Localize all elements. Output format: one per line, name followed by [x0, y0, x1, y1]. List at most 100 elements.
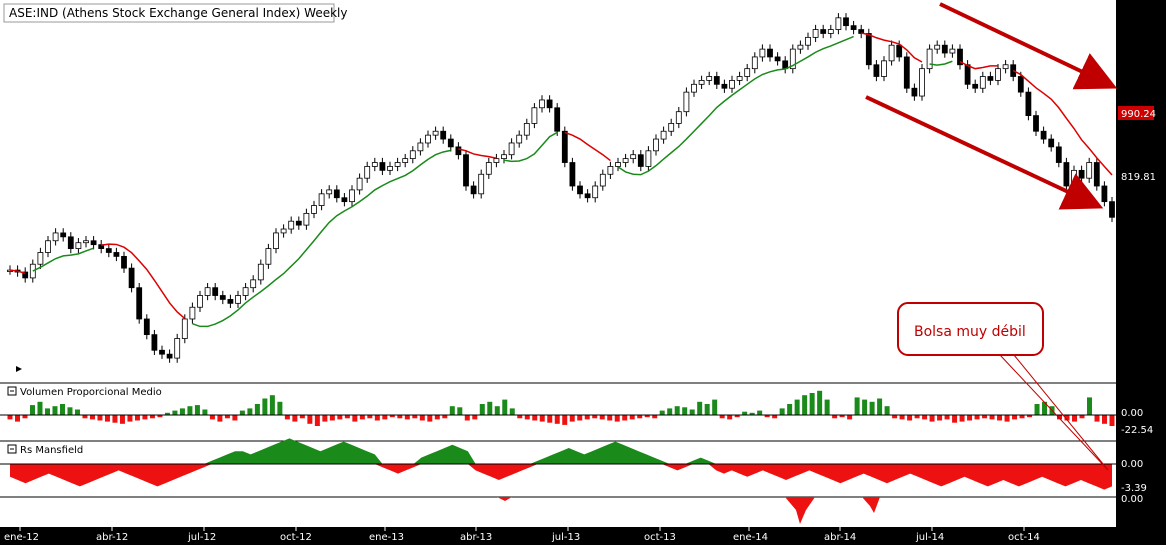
- candle-body: [797, 44, 804, 50]
- candle-body: [561, 130, 568, 163]
- candle-body: [159, 349, 165, 355]
- volume-bar: [202, 409, 208, 415]
- volume-bar: [389, 415, 395, 418]
- candle-body: [873, 64, 880, 77]
- candle-body: [181, 318, 188, 339]
- volume-bar: [1087, 397, 1093, 415]
- volume-bar: [382, 415, 388, 420]
- volume-bar: [89, 415, 95, 420]
- candle-body: [455, 146, 462, 156]
- candle-body: [1055, 146, 1062, 163]
- volume-bar: [547, 415, 553, 423]
- x-tick-label: jul-14: [915, 532, 944, 543]
- volume-bar: [952, 415, 958, 423]
- annotation-callout: [897, 302, 1044, 356]
- candle-body: [83, 240, 89, 244]
- x-tick-label: ene-14: [733, 532, 768, 543]
- volume-bar: [1072, 415, 1078, 422]
- candle-body: [729, 80, 735, 89]
- candle-body: [805, 36, 811, 46]
- candle-body: [470, 185, 477, 195]
- candle-body: [972, 83, 979, 89]
- rs-negative-area: [10, 464, 1112, 490]
- annotation-text: Bolsa muy débil: [914, 324, 1026, 340]
- ma-price-tag: [1118, 106, 1154, 120]
- candle-body: [166, 353, 173, 359]
- volume-bar: [719, 415, 725, 419]
- candle-body: [250, 279, 257, 289]
- volume-bar: [22, 415, 28, 419]
- volume-bar: [254, 404, 260, 415]
- candle-body: [60, 232, 67, 238]
- price-axis-background: [1116, 0, 1166, 545]
- volume-bar: [892, 415, 898, 419]
- volume-bar: [479, 404, 485, 415]
- candle-body: [280, 228, 287, 234]
- candle-body: [987, 76, 994, 81]
- candle-body: [22, 271, 29, 279]
- volume-bar: [772, 415, 778, 419]
- volume-bar: [944, 415, 950, 420]
- volume-bar: [449, 406, 455, 415]
- volume-bar: [727, 415, 733, 420]
- volume-bar: [532, 415, 538, 421]
- volume-bar: [397, 415, 403, 419]
- candle-body: [311, 205, 317, 214]
- volume-bar: [509, 408, 515, 415]
- candle-body: [979, 76, 986, 89]
- volume-bar: [269, 395, 275, 415]
- candle-body: [189, 306, 196, 320]
- volume-bar: [914, 415, 920, 419]
- volume-bar: [742, 411, 748, 415]
- candle-body: [934, 44, 941, 50]
- candle-body: [539, 99, 545, 109]
- volume-bar: [734, 415, 740, 418]
- rs-panel-label: Rs Mansfield: [20, 445, 83, 456]
- candle-body: [592, 185, 599, 199]
- volume-bar: [262, 398, 268, 415]
- candle-body: [257, 263, 264, 281]
- candle-body: [485, 162, 492, 175]
- volume-bar: [59, 404, 65, 415]
- volume-bar: [359, 415, 365, 420]
- volume-bar: [112, 415, 118, 423]
- candle-body: [493, 158, 500, 163]
- volume-bar: [194, 405, 200, 415]
- candle-body: [546, 99, 553, 109]
- x-tick-label: abr-14: [824, 532, 856, 543]
- candle-body: [1071, 169, 1077, 187]
- volume-bar: [644, 415, 650, 418]
- rs-value-label: -3.39: [1121, 483, 1147, 494]
- volume-bar: [787, 404, 793, 415]
- candle-body: [584, 193, 591, 199]
- volume-bar: [712, 399, 718, 415]
- rs-lower-spike: [497, 497, 512, 501]
- volume-bar: [1027, 415, 1033, 418]
- volume-bar: [569, 415, 575, 422]
- volume-bar: [299, 415, 305, 419]
- candle-body: [341, 197, 348, 203]
- volume-bar: [464, 415, 470, 421]
- candle-body: [364, 166, 371, 179]
- candle-body: [523, 123, 530, 136]
- volume-bar: [899, 415, 905, 420]
- candle-body: [1101, 185, 1108, 203]
- volume-bar: [1109, 415, 1115, 426]
- volume-bar: [37, 401, 43, 415]
- candle-body: [1017, 76, 1024, 93]
- candle-body: [1025, 91, 1032, 116]
- volume-bar: [427, 415, 433, 422]
- volume-bar: [82, 415, 88, 419]
- volume-bar: [862, 399, 868, 415]
- candle-body: [1109, 201, 1115, 218]
- candle-body: [90, 240, 97, 246]
- candle-body: [820, 29, 827, 34]
- volume-bar: [187, 406, 193, 415]
- volume-bar: [697, 401, 703, 415]
- volume-bar: [29, 405, 35, 415]
- candle-body: [964, 64, 971, 85]
- volume-bar: [404, 415, 410, 420]
- candle-body: [212, 287, 219, 296]
- play-icon[interactable]: [16, 366, 22, 372]
- candle-body: [660, 130, 667, 140]
